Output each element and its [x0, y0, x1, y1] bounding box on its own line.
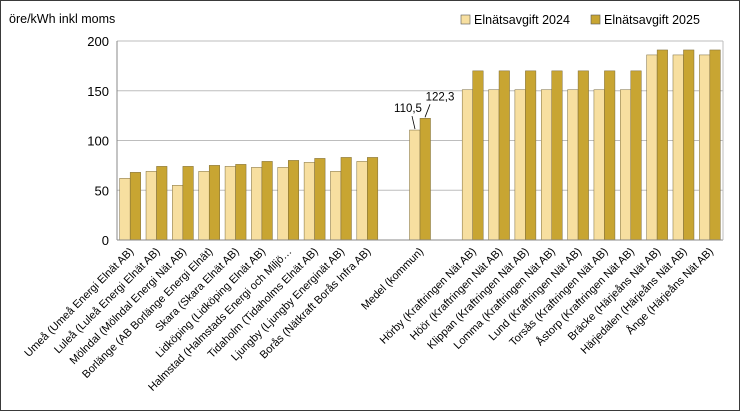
bar: [367, 157, 379, 241]
bar: [593, 89, 605, 241]
bar: [172, 185, 184, 241]
bar: [709, 49, 721, 241]
bar: [409, 129, 421, 241]
bar: [303, 162, 315, 241]
y-tick-label: 0: [102, 233, 109, 248]
bar: [514, 89, 526, 241]
bar: [330, 171, 342, 241]
bar: [604, 70, 616, 241]
bar: [235, 164, 247, 241]
y-tick-label: 50: [95, 183, 109, 198]
bar: [656, 49, 668, 241]
y-tick-labels: 0 50 100 150 200: [87, 34, 109, 248]
bar: [288, 160, 300, 241]
bar: [472, 70, 484, 241]
bar: [699, 54, 711, 241]
legend-label-2025: Elnätsavgift 2025: [604, 13, 700, 27]
bar: [498, 70, 510, 241]
bar: [419, 118, 431, 241]
x-tick-label: Luleå (Luleå Energi Elnät AB): [52, 246, 163, 357]
bar: [646, 54, 658, 241]
bar: [129, 172, 141, 241]
bar: [630, 70, 642, 241]
legend-swatch-2024: [460, 14, 471, 25]
data-labels: 110,5 122,3: [394, 91, 455, 130]
bar: [551, 70, 563, 241]
bar: [461, 89, 473, 241]
category-labels: Umeå (Umeå Energi Elnät AB)Luleå (Luleå …: [22, 245, 716, 394]
bar: [540, 89, 552, 241]
y-axis-label: öre/kWh inkl moms: [9, 12, 115, 26]
bar: [224, 166, 236, 241]
bars: [119, 49, 721, 241]
bar: [156, 166, 168, 241]
legend-label-2024: Elnätsavgift 2024: [474, 13, 570, 27]
bar: [145, 171, 157, 241]
bar: [340, 157, 352, 241]
bar: [208, 165, 220, 241]
y-tick-label: 200: [87, 34, 109, 49]
data-label-leader: [424, 104, 431, 118]
bar: [277, 167, 289, 241]
bar: [672, 54, 684, 241]
bar: [488, 89, 500, 241]
bar: [525, 70, 537, 241]
bar: [356, 161, 368, 241]
data-label-leader: [411, 115, 416, 130]
bar: [314, 158, 326, 241]
bar: [567, 89, 579, 241]
axes: [116, 41, 724, 241]
bar: [182, 166, 194, 241]
legend: Elnätsavgift 2024 Elnätsavgift 2025: [460, 13, 700, 27]
legend-swatch-2025: [590, 14, 601, 25]
bar: [577, 70, 589, 241]
bar: [683, 49, 695, 241]
y-tick-label: 100: [87, 134, 109, 149]
bar: [198, 171, 210, 241]
data-label: 122,3: [426, 91, 455, 103]
bar: [119, 178, 131, 241]
data-label: 110,5: [394, 103, 422, 115]
bar: [261, 161, 273, 241]
y-tick-label: 150: [87, 84, 109, 99]
bar: [251, 167, 263, 241]
bar: [620, 89, 632, 241]
